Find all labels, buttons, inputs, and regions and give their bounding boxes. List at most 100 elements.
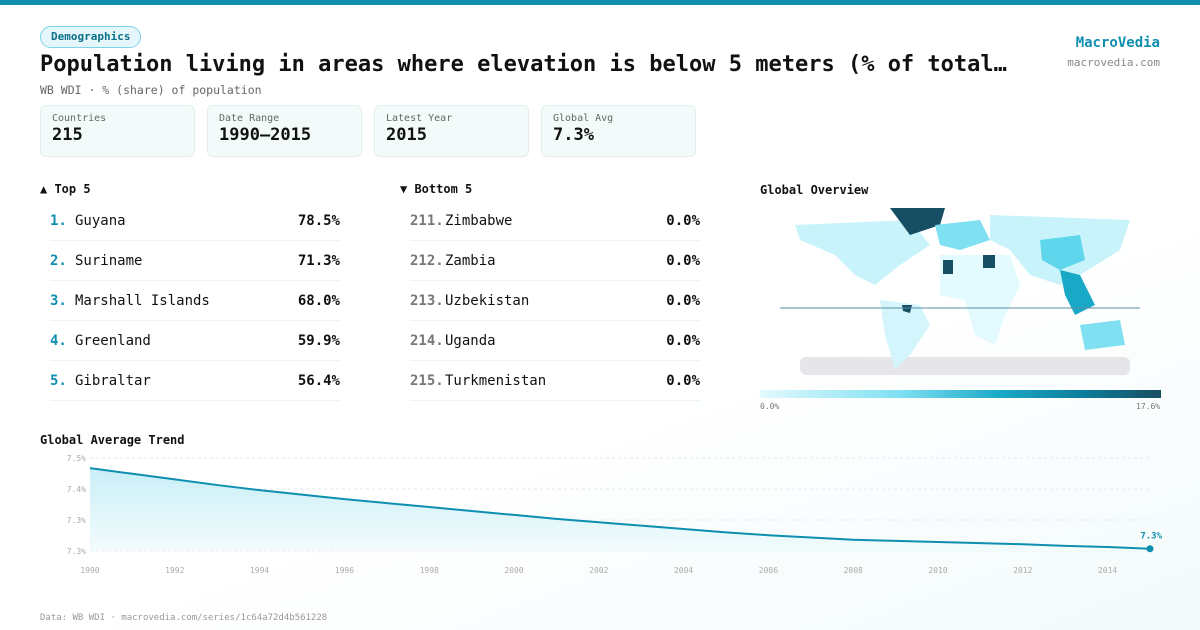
stat-label: Countries (52, 113, 107, 124)
country-value: 71.3% (297, 252, 340, 269)
country-value: 0.0% (666, 292, 700, 309)
trend-end-point[interactable] (1146, 545, 1154, 553)
country-name: Suriname (75, 252, 143, 269)
southeast-asia[interactable] (1060, 270, 1095, 315)
rank-number: 3. (50, 292, 67, 309)
ranking-row[interactable]: 4. Greenland 59.9% (50, 321, 340, 361)
ranking-row[interactable]: 212. Zambia 0.0% (410, 241, 700, 281)
legend-max-label: 17.6% (1136, 402, 1161, 411)
country-value: 68.0% (297, 292, 340, 309)
country-value: 0.0% (666, 372, 700, 389)
x-tick-label: 2002 (589, 566, 608, 575)
guyana-suriname[interactable] (902, 305, 912, 313)
country-name: Turkmenistan (445, 372, 547, 389)
x-tick-label: 1990 (80, 566, 99, 575)
country-value: 78.5% (297, 212, 340, 229)
rank-number: 214. (410, 332, 444, 349)
europe[interactable] (935, 220, 990, 250)
china[interactable] (1040, 235, 1085, 270)
country-name: Gibraltar (75, 372, 151, 389)
country-value: 0.0% (666, 252, 700, 269)
legend-min-label: 0.0% (760, 402, 780, 411)
brand-logo[interactable]: MacroVedia (1075, 35, 1160, 51)
south-america[interactable] (880, 300, 930, 370)
rank-number: 1. (50, 212, 67, 229)
stat-global-avg: Global Avg 7.3% (541, 105, 696, 157)
rank-number: 5. (50, 372, 67, 389)
country-name: Guyana (75, 212, 126, 229)
ranking-row[interactable]: 215. Turkmenistan 0.0% (410, 361, 700, 401)
world-map[interactable] (780, 205, 1140, 380)
country-name: Greenland (75, 332, 151, 349)
ranking-row[interactable]: 214. Uganda 0.0% (410, 321, 700, 361)
country-value: 0.0% (666, 332, 700, 349)
stat-countries: Countries 215 (40, 105, 195, 157)
x-tick-label: 2012 (1013, 566, 1032, 575)
y-tick-label: 7.5% (67, 454, 86, 463)
country-name: Marshall Islands (75, 292, 210, 309)
page-title: Population living in areas where elevati… (40, 52, 1007, 77)
country-name: Zambia (445, 252, 496, 269)
africa[interactable] (940, 255, 1020, 345)
stat-label: Latest Year (386, 113, 453, 124)
x-tick-label: 1996 (335, 566, 354, 575)
mauritania[interactable] (943, 260, 953, 274)
stat-date-range: Date Range 1990–2015 (207, 105, 362, 157)
y-tick-label: 7.4% (67, 485, 86, 494)
stat-value: 1990–2015 (219, 125, 312, 145)
country-name: Zimbabwe (445, 212, 513, 229)
top-accent-bar (0, 0, 1200, 5)
x-tick-label: 1992 (165, 566, 184, 575)
trend-heading: Global Average Trend (40, 433, 185, 447)
trend-chart: 7.5% 7.4% 7.3% 7.3% 1990 1992 1994 1996 1998 2000… (67, 454, 1163, 575)
stat-value: 2015 (386, 125, 427, 145)
stat-label: Global Avg (553, 113, 614, 124)
ranking-row[interactable]: 1. Guyana 78.5% (50, 201, 340, 241)
ranking-row[interactable]: 211. Zimbabwe 0.0% (410, 201, 700, 241)
x-tick-label: 2004 (674, 566, 693, 575)
stat-value: 7.3% (553, 125, 594, 145)
x-tick-label: 2008 (844, 566, 863, 575)
egypt[interactable] (983, 255, 995, 268)
greenland[interactable] (890, 208, 945, 235)
map-color-legend (760, 390, 1161, 398)
rank-number: 4. (50, 332, 67, 349)
trend-end-label: 7.3% (1140, 532, 1162, 542)
y-tick-label: 7.3% (67, 516, 86, 525)
x-tick-label: 2010 (928, 566, 947, 575)
ranking-row[interactable]: 2. Suriname 71.3% (50, 241, 340, 281)
x-tick-label: 2000 (504, 566, 523, 575)
antarctica (800, 357, 1130, 375)
rank-number: 215. (410, 372, 444, 389)
footer-source: Data: WB WDI · macrovedia.com/series/1c6… (40, 613, 328, 623)
bottom5-heading: ▼ Bottom 5 (400, 182, 473, 196)
country-value: 59.9% (297, 332, 340, 349)
rank-number: 213. (410, 292, 444, 309)
stat-value: 215 (52, 125, 83, 145)
ranking-row[interactable]: 3. Marshall Islands 68.0% (50, 281, 340, 321)
rank-number: 211. (410, 212, 444, 229)
ranking-row[interactable]: 5. Gibraltar 56.4% (50, 361, 340, 401)
trend-area (90, 468, 1150, 551)
australia[interactable] (1080, 320, 1125, 350)
country-value: 0.0% (666, 212, 700, 229)
rank-number: 2. (50, 252, 67, 269)
x-tick-label: 2006 (759, 566, 778, 575)
rank-number: 212. (410, 252, 444, 269)
stat-label: Date Range (219, 113, 280, 124)
page-subtitle: WB WDI · % (share) of population (40, 83, 262, 97)
x-tick-label: 1998 (420, 566, 439, 575)
x-tick-label: 1994 (250, 566, 269, 575)
country-name: Uganda (445, 332, 496, 349)
ranking-row[interactable]: 213. Uzbekistan 0.0% (410, 281, 700, 321)
stat-latest-year: Latest Year 2015 (374, 105, 529, 157)
country-name: Uzbekistan (445, 292, 530, 309)
map-heading: Global Overview (760, 183, 869, 197)
top5-heading: ▲ Top 5 (40, 182, 91, 196)
category-badge[interactable]: Demographics (40, 26, 142, 48)
country-value: 56.4% (297, 372, 340, 389)
brand-url[interactable]: macrovedia.com (1067, 56, 1160, 69)
north-america[interactable] (795, 220, 930, 285)
x-tick-label: 2014 (1098, 566, 1117, 575)
y-tick-label: 7.3% (67, 547, 86, 556)
